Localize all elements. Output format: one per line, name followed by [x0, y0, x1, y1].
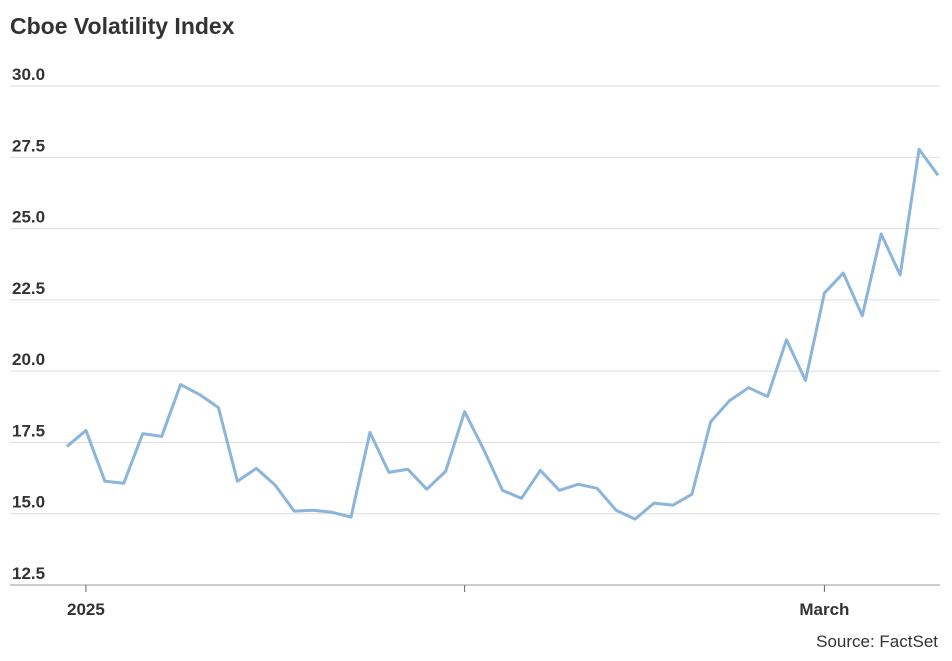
- y-tick-label: 15.0: [12, 493, 45, 512]
- source: Source: FactSet: [816, 632, 938, 651]
- x-tick-label: March: [799, 600, 849, 619]
- y-tick-label: 12.5: [12, 564, 45, 583]
- y-tick-label: 17.5: [12, 421, 45, 440]
- chart-title: Cboe Volatility Index: [10, 13, 235, 39]
- y-tick-label: 30.0: [12, 65, 45, 84]
- x-tick-label: 2025: [67, 600, 105, 619]
- y-tick-label: 27.5: [12, 136, 45, 155]
- series-line: [66, 147, 940, 521]
- y-tick-label: 22.5: [12, 279, 45, 298]
- y-tick-label: 20.0: [12, 350, 45, 369]
- y-tick-label: 25.0: [12, 208, 45, 227]
